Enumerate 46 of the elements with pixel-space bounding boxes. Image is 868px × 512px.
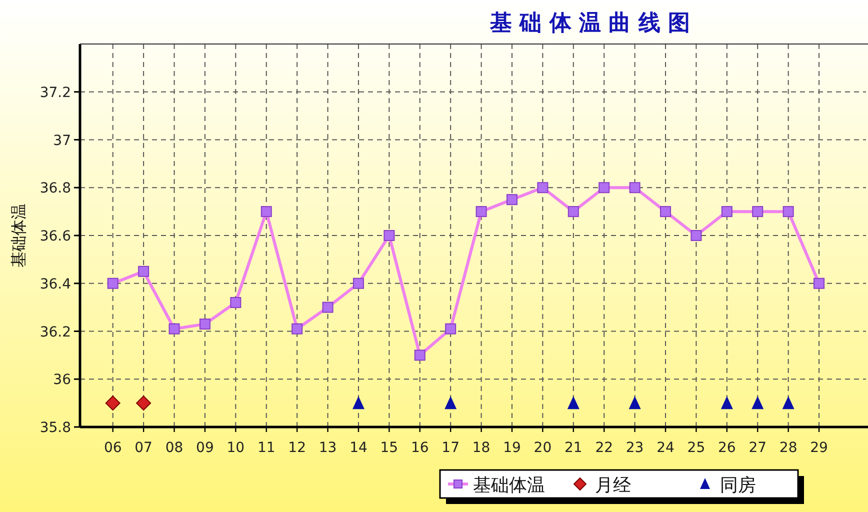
x-tick-label: 29 [810,440,828,456]
point [567,396,580,410]
x-tick-label: 18 [472,440,490,456]
x-tick-label: 14 [350,440,368,456]
x-tick-label: 08 [165,440,184,456]
x-tick-label: 24 [656,440,674,456]
point [720,396,733,410]
x-tick-label: 27 [748,440,767,456]
y-tick-label: 36.6 [40,228,72,244]
x-tick-label: 11 [257,440,276,456]
y-tick-label: 36.2 [40,324,71,340]
x-tick-label: 13 [318,440,337,456]
x-tick-label: 21 [564,440,582,456]
point [752,396,764,410]
x-tick-label: 15 [380,440,398,456]
x-tick-label: 17 [442,440,460,456]
y-tick-label: 36 [53,372,72,388]
y-axis-title: 基础体温 [9,204,28,268]
x-tick-label: 06 [104,440,122,456]
x-tick-label: 19 [503,440,521,456]
legend-label: 同房 [720,475,756,496]
y-tick-label: 37.2 [40,84,71,101]
x-tick-label: 16 [410,440,429,456]
chart-title: 基 础 体 温 曲 线 图 [489,11,690,36]
y-tick-label: 35.8 [40,420,71,436]
point [352,396,364,410]
x-tick-label: 20 [534,440,552,456]
x-tick-label: 28 [779,440,798,456]
legend-label: 月经 [595,475,631,496]
x-tick-label: 25 [687,440,706,456]
x-tick-label: 07 [134,440,152,456]
x-tick-label: 10 [226,440,245,456]
y-tick-label: 36.8 [40,180,71,197]
y-tick-label: 36.4 [40,276,72,292]
x-tick-label: 26 [718,440,736,456]
point [628,396,641,410]
legend-label: 基础体温 [473,475,545,496]
point [782,396,794,410]
x-tick-label: 12 [288,440,306,456]
x-tick-label: 23 [626,440,644,456]
y-tick-label: 37 [53,132,71,149]
point [105,396,120,411]
x-tick-label: 09 [196,440,214,456]
point [444,396,457,410]
x-tick-label: 22 [595,440,614,456]
point [136,396,152,411]
